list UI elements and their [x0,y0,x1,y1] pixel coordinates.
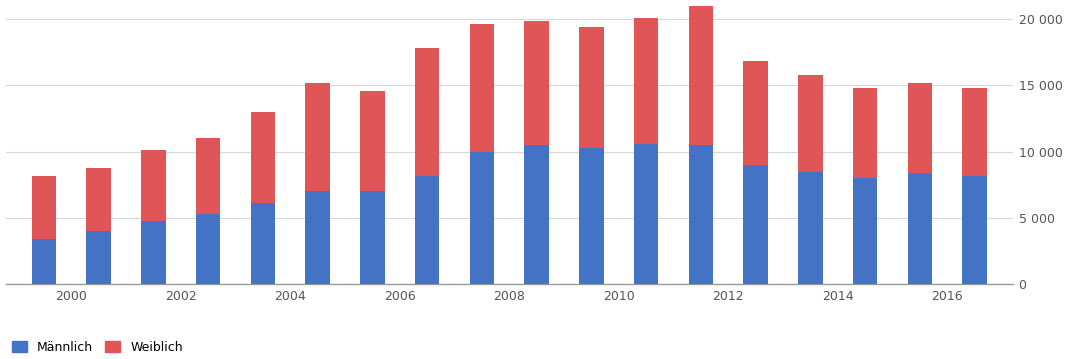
Bar [908,173,932,284]
Bar [524,22,549,145]
Bar [251,112,276,204]
Bar [195,138,220,214]
Bar [962,88,987,176]
Bar [251,204,276,284]
Bar [87,231,111,284]
Bar [743,165,768,284]
Bar [414,48,439,176]
Bar [470,151,494,284]
Bar [360,191,384,284]
Bar [633,18,659,144]
Bar [689,145,713,284]
Bar [908,83,932,173]
Bar [87,168,111,231]
Bar [141,221,166,284]
Bar [853,88,878,178]
Bar [743,61,768,165]
Bar [579,148,603,284]
Bar [32,239,57,284]
Bar [579,27,603,148]
Bar [633,144,659,284]
Bar [414,176,439,284]
Bar [141,150,166,221]
Bar [524,145,549,284]
Bar [360,90,384,191]
Bar [798,75,822,172]
Bar [853,178,878,284]
Legend: Männlich, Weiblich: Männlich, Weiblich [12,341,183,354]
Bar [305,191,330,284]
Bar [32,176,57,239]
Bar [798,172,822,284]
Bar [305,83,330,191]
Bar [689,5,713,145]
Bar [470,24,494,151]
Bar [195,214,220,284]
Bar [962,176,987,284]
